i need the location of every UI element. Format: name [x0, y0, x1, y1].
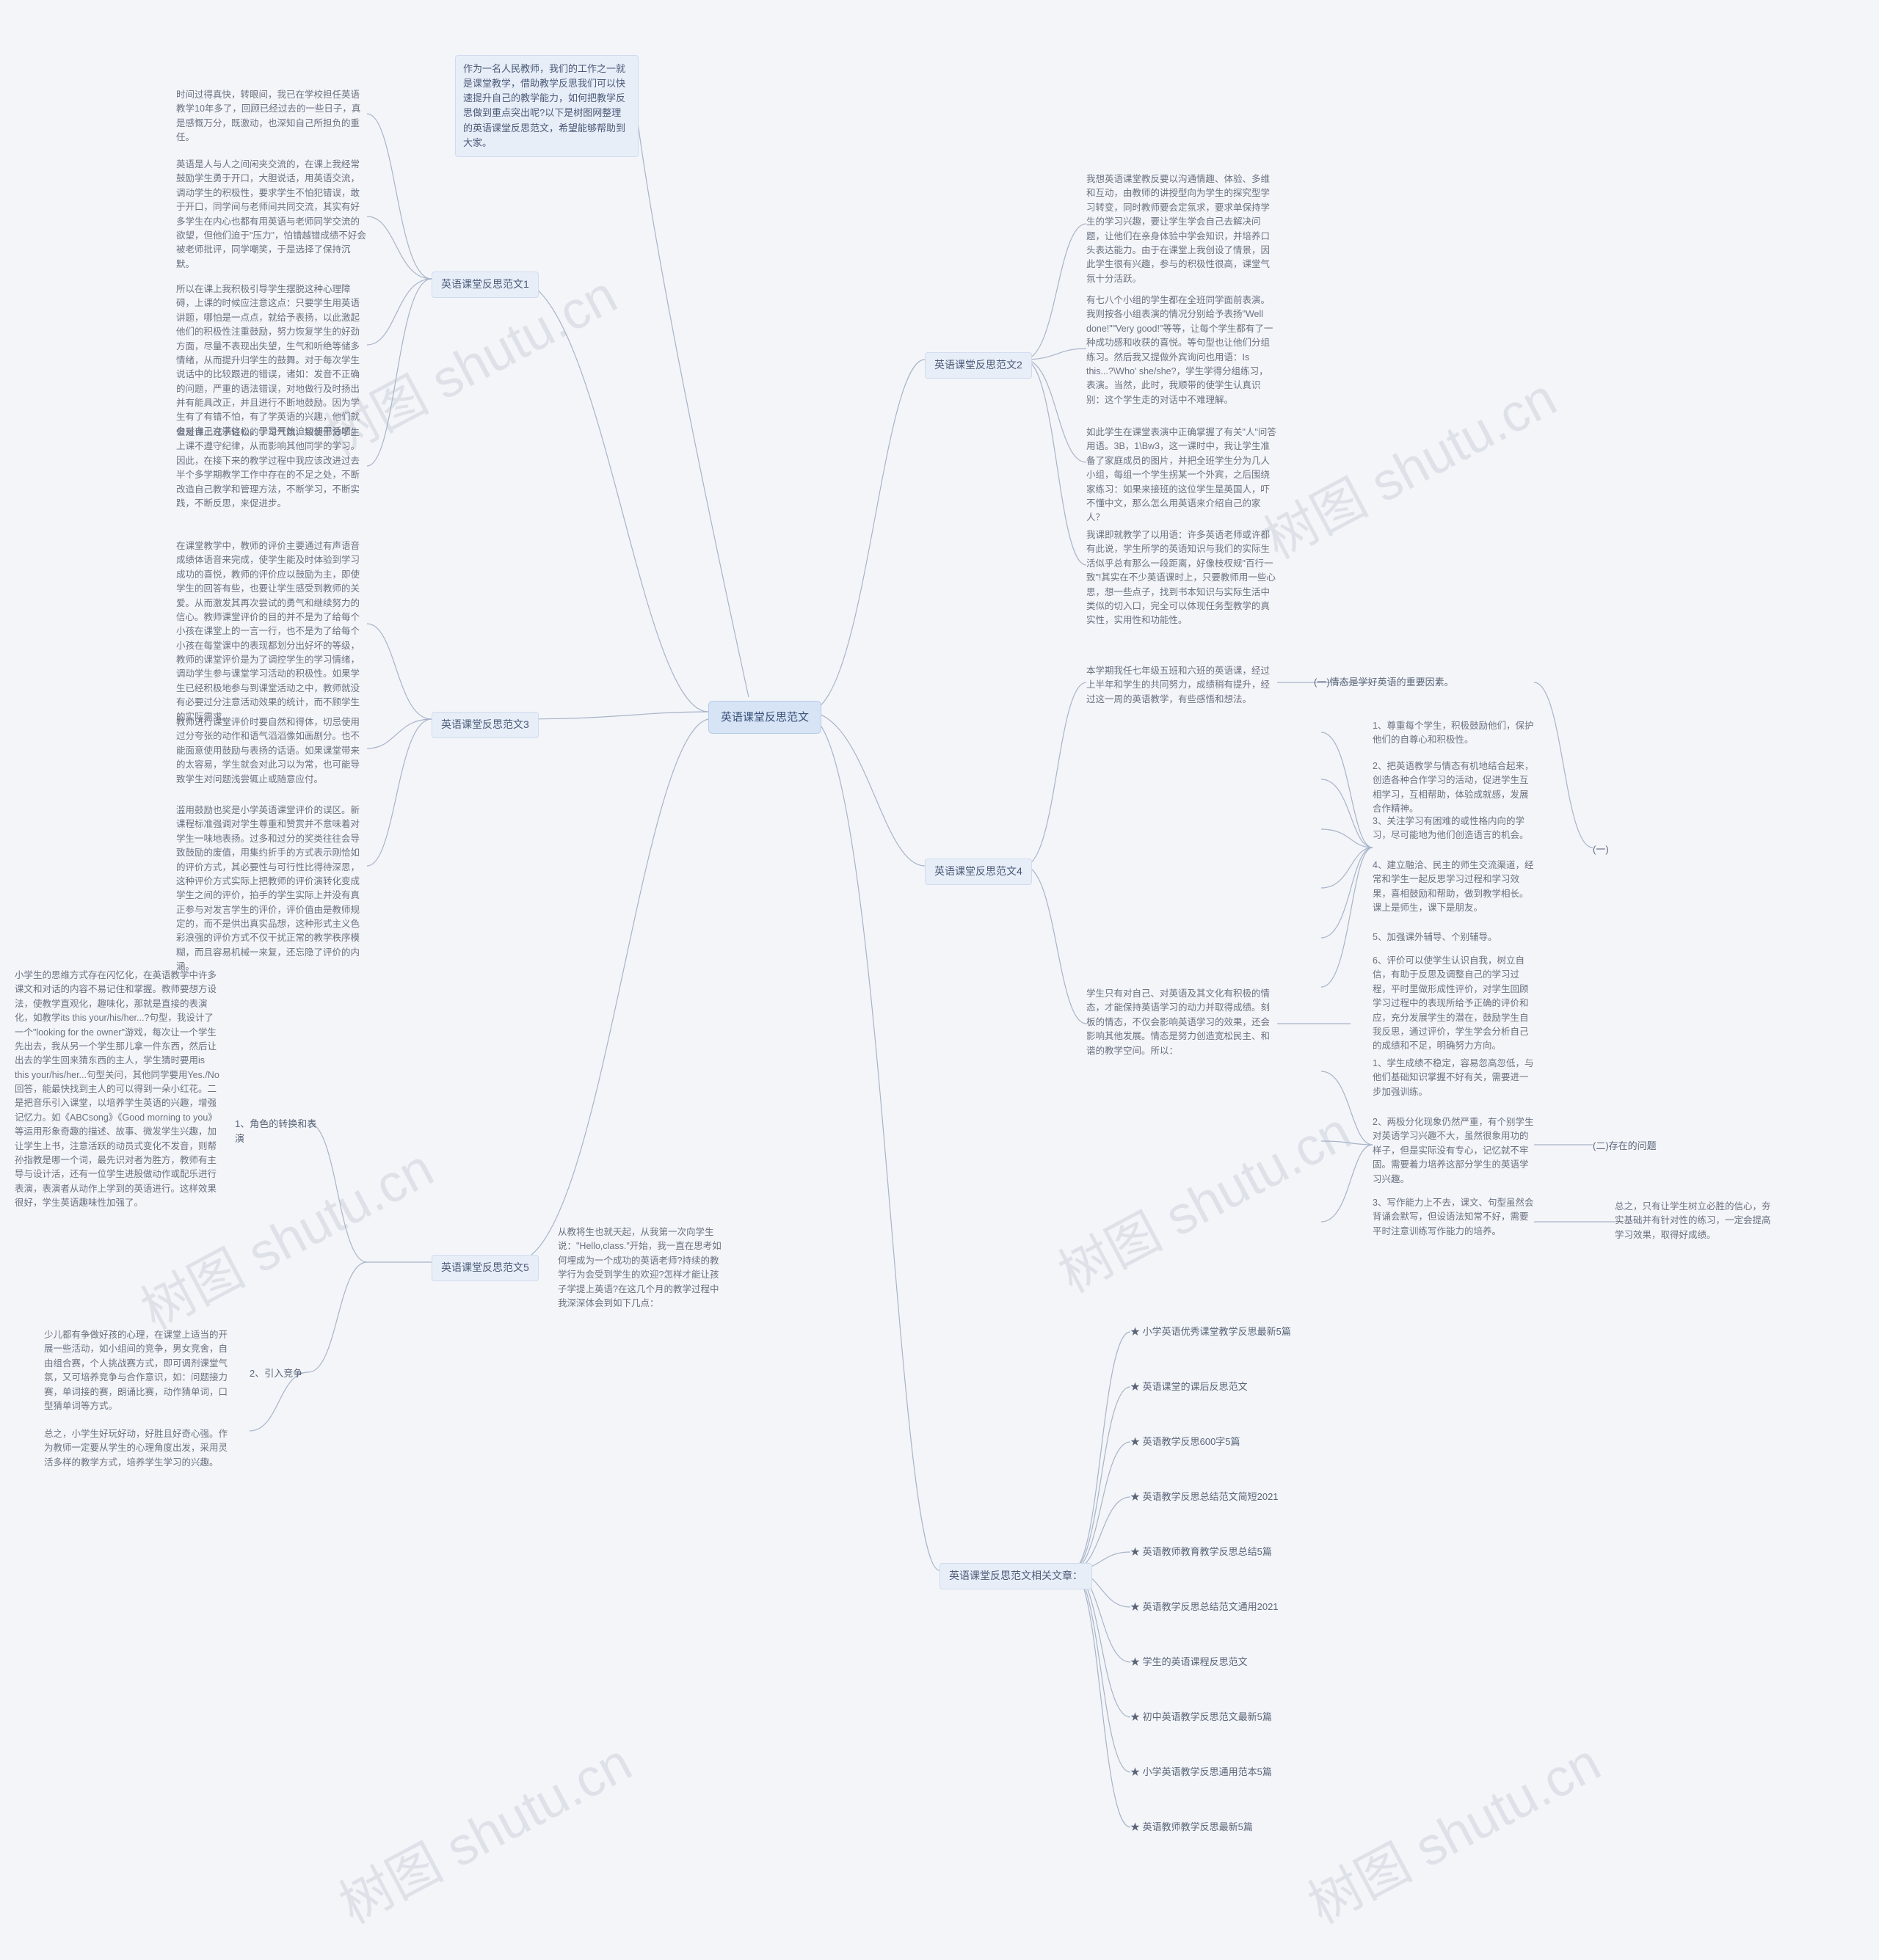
- watermark: 树图 shutu.cn: [324, 1720, 642, 1938]
- rel-8[interactable]: ★ 小学英语教学反思通用范本5篇: [1130, 1765, 1272, 1779]
- watermark: 树图 shutu.cn: [1043, 1089, 1362, 1307]
- b2-leaf-2: 如此学生在课堂表演中正确掌握了有关"人"问答用语。3B，1\Bw3，这一课时中，…: [1086, 426, 1277, 525]
- rel-4[interactable]: ★ 英语教师教育教学反思总结5篇: [1130, 1545, 1272, 1559]
- b4-sa-2: 3、关注学习有困难的或性格内向的学习，尽可能地为他们创造语言的机会。: [1373, 815, 1534, 843]
- rel-5[interactable]: ★ 英语教学反思总结范文通用2021: [1130, 1600, 1279, 1614]
- b4-sb-tail: 总之，只有让学生树立必胜的信心，夯实基础并有针对性的练习，一定会提高学习效果，取…: [1615, 1200, 1776, 1242]
- branch-4: 英语课堂反思范文4: [925, 859, 1032, 885]
- b4-sa-1: 2、把英语教学与情态有机地结合起来，创造各种合作学习的活动，促进学生互相学习，互…: [1373, 759, 1534, 817]
- b4-sb-1: 2、两极分化现象仍然严重，有个别学生对英语学习兴趣不大，虽然很象用功的样子，但是…: [1373, 1115, 1534, 1187]
- watermark: 树图 shutu.cn: [1249, 355, 1567, 573]
- rel-3[interactable]: ★ 英语教学反思总结范文简短2021: [1130, 1490, 1279, 1504]
- rel-0[interactable]: ★ 小学英语优秀课堂教学反思最新5篇: [1130, 1325, 1291, 1339]
- b3-leaf-0: 在课堂教学中，教师的评价主要通过有声语音成绩体语音来完成，使学生能及时体验到学习…: [176, 539, 367, 724]
- b1-leaf-3: 但是课上过于轻松的学习气氛，致使部分学生上课不遵守纪律，从而影响其他同学的学习。…: [176, 426, 367, 511]
- b2-leaf-0: 我想英语课堂教反要以沟通情趣、体验、多维和互动，由教师的讲授型向为学生的探究型学…: [1086, 172, 1277, 286]
- b4-sub-a-label: (一)情态是学好英语的重要因素。: [1314, 675, 1475, 690]
- b4-sb-0: 1、学生成绩不稳定，容易忽高忽低，与他们基础知识掌握不好有关，需要进一步加强训练…: [1373, 1057, 1534, 1099]
- b3-leaf-1: 教师进行课堂评价时要自然和得体，切忌使用过分夸张的动作和语气滔滔像如画剧分。也不…: [176, 715, 367, 787]
- b4-head: 本学期我任七年级五班和六班的英语课，经过上半年和学生的共同努力，成绩稍有提升，经…: [1086, 664, 1277, 707]
- center-topic: 英语课堂反思范文: [708, 701, 821, 734]
- b4-sub-b-label: (二)存在的问题: [1593, 1139, 1657, 1154]
- rel-1[interactable]: ★ 英语课堂的课后反思范文: [1130, 1380, 1248, 1394]
- b2-leaf-3: 我课即就教学了以用语：许多英语老师或许都有此说，学生所学的英语知识与我们的实际生…: [1086, 528, 1277, 628]
- branch-2: 英语课堂反思范文2: [925, 352, 1032, 379]
- b1-leaf-2: 所以在课上我积极引导学生摆脱这种心理障碍，上课的时候应注意这点：只要学生用英语讲…: [176, 283, 367, 439]
- branch-5: 英语课堂反思范文5: [432, 1255, 539, 1281]
- b4-sa-3: 4、建立融洽、民主的师生交流渠道，经常和学生一起反思学习过程和学习效果，喜相鼓励…: [1373, 859, 1534, 916]
- branch-1: 英语课堂反思范文1: [432, 272, 539, 298]
- rel-2[interactable]: ★ 英语教学反思600字5篇: [1130, 1435, 1240, 1449]
- b5-intro: 从教将生也就天起，从我第一次向学生说："Hello,class."开始，我一直在…: [558, 1225, 727, 1311]
- b4-sub-a-side: (一): [1593, 842, 1609, 857]
- b5-left-1-label: 2、引入竞争: [250, 1366, 323, 1381]
- b1-leaf-0: 时间过得真快，转眼间，我已在学校担任英语教学10年多了，回顾已经过去的一些日子，…: [176, 88, 367, 145]
- rel-6[interactable]: ★ 学生的英语课程反思范文: [1130, 1655, 1248, 1669]
- b5-left-1-text: 少儿都有争做好孩的心理，在课堂上适当的开展一些活动，如小组间的竞争，男女竞舍，自…: [44, 1328, 235, 1413]
- b5-left-1-tail: 总之，小学生好玩好动，好胜且好奇心强。作为教师一定要从学生的心理角度出发，采用灵…: [44, 1427, 235, 1470]
- b4-sa-5: 6、评价可以使学生认识自我，树立自信，有助于反思及调整自己的学习过程，平时里做形…: [1373, 954, 1534, 1054]
- b4-sa-4: 5、加强课外辅导、个别辅导。: [1373, 930, 1534, 944]
- b4-mid: 学生只有对自己、对英语及其文化有积极的情态，才能保持英语学习的动力并取得成绩。刻…: [1086, 987, 1277, 1058]
- b3-leaf-2: 滥用鼓励也奖是小学英语课堂评价的误区。新课程标准强调对学生尊重和赞赏并不意味着对…: [176, 804, 367, 974]
- b4-sa-0: 1、尊重每个学生，积极鼓励他们，保护他们的自尊心和积极性。: [1373, 719, 1534, 748]
- b5-left-0-label: 1、角色的转换和表演: [235, 1117, 323, 1146]
- watermark: 树图 shutu.cn: [1293, 1720, 1611, 1938]
- b5-left-0-text: 小学生的思维方式存在闪忆化，在英语教学中许多课文和对话的内容不易记住和掌握。教师…: [15, 969, 220, 1210]
- rel-7[interactable]: ★ 初中英语教学反思范文最新5篇: [1130, 1710, 1272, 1724]
- rel-9[interactable]: ★ 英语教师教学反思最新5篇: [1130, 1820, 1253, 1835]
- branch-3: 英语课堂反思范文3: [432, 712, 539, 738]
- b2-leaf-1: 有七八个小组的学生都在全班同学面前表演。我则按各小组表演的情况分别给予表扬"We…: [1086, 294, 1277, 407]
- branch-related: 英语课堂反思范文相关文章：: [940, 1563, 1092, 1589]
- b1-leaf-1: 英语是人与人之间闲夹交流的，在课上我经常鼓励学生勇于开口，大胆说话，用英语交流，…: [176, 158, 367, 272]
- intro-block: 作为一名人民教师，我们的工作之一就是课堂教学，借助教学反思我们可以快速提升自己的…: [455, 55, 639, 157]
- b4-sb-2: 3、写作能力上不去，课文、句型虽然会背诵会默写，但设语法知常不好，需要平时注意训…: [1373, 1196, 1534, 1239]
